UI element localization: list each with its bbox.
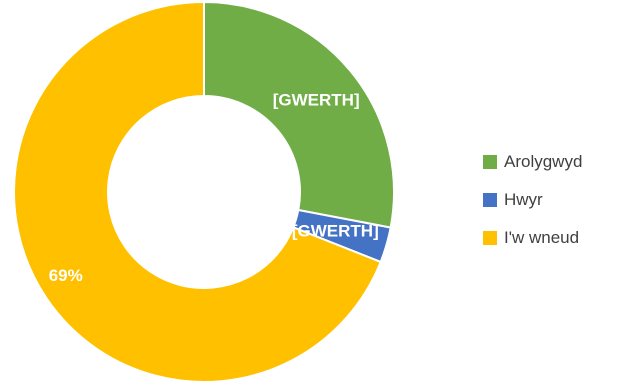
legend-label-arolygwyd: Arolygwyd [504, 152, 583, 171]
data-label-arolygwyd: [GWERTH] [273, 90, 360, 109]
legend-swatch-iw-wneud [483, 231, 497, 245]
slice-arolygwyd [203, 0, 395, 229]
legend-item-hwyr: Hwyr [483, 188, 623, 212]
donut-data-labels: [GWERTH] [GWERTH] 69% [49, 90, 379, 285]
donut-slices [13, 0, 395, 383]
legend-label-hwyr: Hwyr [504, 190, 543, 209]
data-label-hwyr: [GWERTH] [292, 221, 379, 240]
legend-swatch-arolygwyd [483, 155, 497, 169]
chart-legend: Arolygwyd Hwyr I'w wneud [483, 150, 623, 264]
legend-label-iw-wneud: I'w wneud [504, 228, 580, 247]
legend-swatch-hwyr [483, 193, 497, 207]
legend-item-iw-wneud: I'w wneud [483, 226, 623, 250]
slice-i-w-wneud [13, 0, 382, 383]
legend-item-arolygwyd: Arolygwyd [483, 150, 623, 174]
data-label-i-w-wneud: 69% [49, 266, 83, 285]
